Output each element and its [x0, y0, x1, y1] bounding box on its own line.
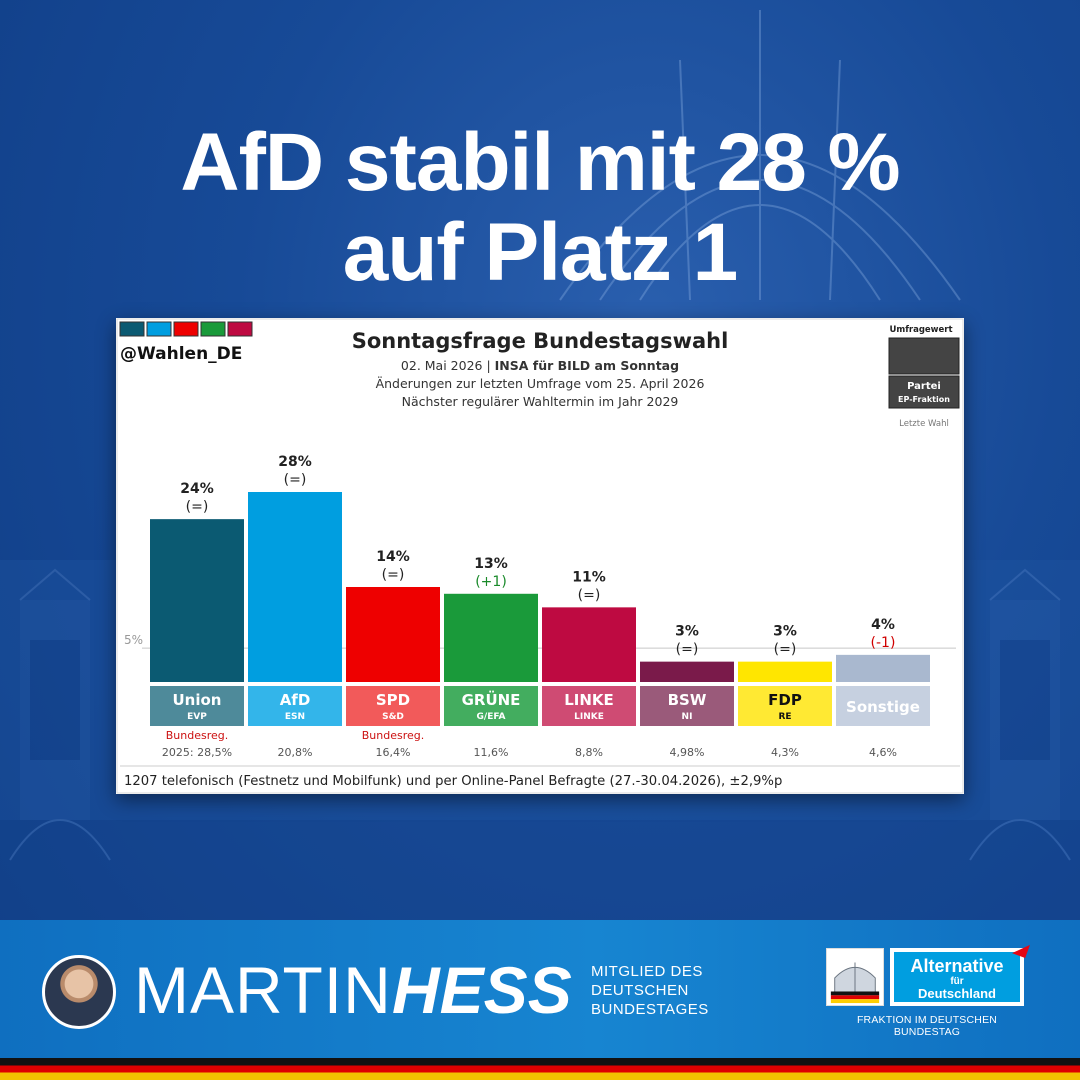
legend-party-label: Partei: [907, 381, 941, 392]
bar-change-label: (+1): [475, 574, 507, 590]
afd-logo-word-2: für: [950, 976, 964, 987]
logo-color-square: [173, 321, 199, 337]
party-label-tile: [542, 686, 636, 726]
legend-value-label: Umfragewert: [889, 325, 952, 335]
party-name: BSW: [668, 691, 707, 709]
party-ep-group: ESN: [285, 712, 305, 722]
headline: AfD stabil mit 28 % auf Platz 1: [0, 118, 1080, 298]
bar-change-label: (-1): [871, 635, 896, 651]
legend-value-swatch: [888, 337, 960, 375]
afd-logo: Alternative für Deutschland: [890, 940, 1030, 1006]
member-of-bundestag-text: MITGLIED DES DEUTSCHEN BUNDESTAGES: [591, 962, 731, 1019]
government-flag: Bundesreg.: [166, 729, 229, 742]
party-ep-group: EVP: [187, 712, 207, 722]
bar-bsw: [640, 661, 734, 682]
bar-change-label: (=): [382, 567, 405, 583]
last-election-value: 4,3%: [771, 746, 799, 759]
bar-union: [150, 519, 244, 682]
bar-change-label: (=): [186, 499, 209, 515]
logo-color-square: [119, 321, 145, 337]
government-flag: Bundesreg.: [362, 729, 425, 742]
avatar: [42, 955, 116, 1029]
party-name: LINKE: [564, 691, 614, 709]
logo-color-square: [200, 321, 226, 337]
last-election-value: 4,6%: [869, 746, 897, 759]
bar-spd: [346, 587, 440, 682]
reichstag-logo-icon: [826, 948, 884, 1006]
bar-value-label: 14%: [376, 549, 410, 565]
fraktion-caption: FRAKTION IM DEUTSCHEN BUNDESTAG: [856, 1014, 998, 1038]
chart-subtitle-changes: Änderungen zur letzten Umfrage vom 25. A…: [376, 376, 705, 391]
party-ep-group: G/EFA: [477, 712, 506, 722]
afd-logo-word-1: Alternative: [910, 956, 1004, 976]
party-label-tile: [640, 686, 734, 726]
legend-group-label: EP-Fraktion: [898, 395, 950, 404]
party-ep-group: NI: [682, 712, 693, 722]
politician-last-name: HESS: [392, 953, 572, 1027]
party-label-tile: [248, 686, 342, 726]
party-name: AfD: [280, 691, 311, 709]
poll-chart-card: @Wahlen_DE Sonntagsfrage Bundestagswahl 02…: [116, 318, 964, 794]
bar-value-label: 24%: [180, 481, 214, 497]
party-logo-area: Alternative für Deutschland FRAKTION IM …: [820, 940, 1030, 1038]
last-election-value: 8,8%: [575, 746, 603, 759]
legend-party-swatch: [888, 375, 960, 409]
party-label-tile: [346, 686, 440, 726]
last-election-value: 16,4%: [376, 746, 411, 759]
headline-line-1: AfD stabil mit 28 %: [180, 117, 900, 208]
bar-value-label: 28%: [278, 454, 312, 470]
party-label-tile: [836, 686, 930, 726]
bar-change-label: (=): [578, 587, 601, 603]
bar-value-label: 3%: [773, 624, 797, 640]
last-election-value: 4,98%: [670, 746, 705, 759]
bar-change-label: (=): [284, 472, 307, 488]
party-name: FDP: [768, 691, 802, 709]
last-election-value: 2025: 28,5%: [162, 746, 232, 759]
party-name: Union: [173, 691, 222, 709]
bar-value-label: 4%: [871, 617, 895, 633]
footnote: 1207 telefonisch (Festnetz und Mobilfunk…: [124, 774, 782, 789]
threshold-label: 5%: [124, 633, 143, 647]
member-line: MITGLIED DES: [591, 963, 703, 980]
bar-afd: [248, 492, 342, 682]
party-label-tile: [444, 686, 538, 726]
source-handle: @Wahlen_DE: [120, 344, 242, 364]
afd-logo-background: Alternative für Deutschland: [894, 952, 1020, 1002]
chart-subtitle-date-institute: 02. Mai 2026 | INSA für BILD am Sonntag: [401, 358, 679, 373]
logo-color-square: [146, 321, 172, 337]
logo-color-square: [227, 321, 253, 337]
bar-fdp: [738, 661, 832, 682]
chart-title: Sonntagsfrage Bundestagswahl: [352, 329, 729, 353]
headline-line-2: auf Platz 1: [342, 207, 739, 298]
bar-value-label: 3%: [675, 624, 699, 640]
bar-sonstige: [836, 654, 930, 682]
party-name: Sonstige: [846, 698, 920, 716]
party-ep-group: LINKE: [574, 712, 604, 722]
bar-change-label: (=): [774, 642, 797, 658]
last-election-value: 20,8%: [278, 746, 313, 759]
bar-change-label: (=): [676, 642, 699, 658]
bar-value-label: 13%: [474, 556, 508, 572]
party-ep-group: S&D: [382, 712, 404, 722]
politician-first-name: MARTIN: [134, 953, 392, 1027]
party-ep-group: RE: [778, 712, 791, 722]
member-line: BUNDESTAGES: [591, 1001, 709, 1018]
party-label-tile: [738, 686, 832, 726]
bar-linke: [542, 607, 636, 682]
legend-last-election-label: Letzte Wahl: [899, 419, 949, 429]
german-flag-stripe: [0, 1058, 1080, 1080]
poll-chart: @Wahlen_DE Sonntagsfrage Bundestagswahl 02…: [116, 318, 964, 794]
member-line: DEUTSCHEN: [591, 982, 689, 999]
chart-subtitle-next-election: Nächster regulärer Wahltermin im Jahr 20…: [402, 394, 679, 409]
bar-grüne: [444, 593, 538, 682]
last-election-value: 11,6%: [474, 746, 509, 759]
party-name: GRÜNE: [462, 690, 521, 709]
party-label-tile: [150, 686, 244, 726]
party-name: SPD: [376, 691, 410, 709]
bar-value-label: 11%: [572, 569, 606, 585]
afd-logo-word-3: Deutschland: [917, 986, 996, 1001]
